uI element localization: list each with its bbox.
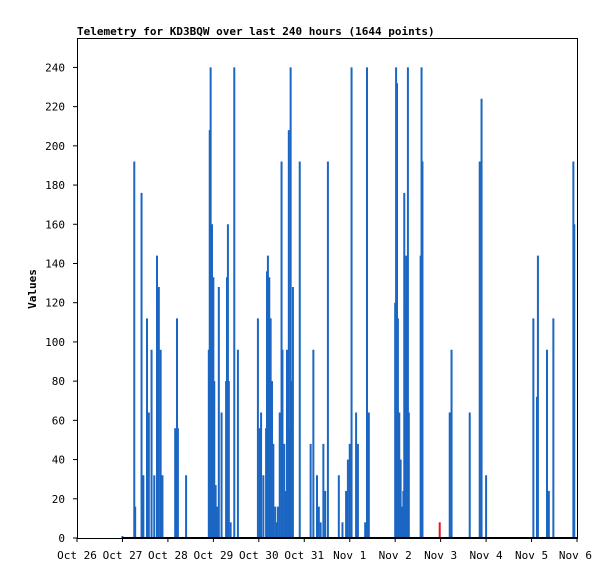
y-tick-label: 100 — [45, 336, 65, 349]
y-axis-ticks: 0 20 40 60 80 100 120 140 160 180 200 220 240 — [45, 61, 77, 545]
x-tick-label: Oct 26 — [57, 549, 97, 562]
x-tick-label: Nov 4 — [470, 549, 503, 562]
x-tick-label: Oct 28 — [148, 549, 188, 562]
x-tick-label: Nov 3 — [424, 549, 457, 562]
y-tick-label: 60 — [52, 414, 65, 427]
y-tick-label: 80 — [52, 375, 65, 388]
y-tick-label: 180 — [45, 179, 65, 192]
data-bars — [121, 67, 576, 538]
x-axis-ticks: Oct 26 Oct 27 Oct 28 Oct 29 Oct 30 Oct 31 Nov … — [57, 538, 592, 562]
x-tick-label: Oct 31 — [284, 549, 324, 562]
y-tick-label: 0 — [58, 532, 65, 545]
y-tick-label: 140 — [45, 257, 65, 270]
x-tick-label: Oct 29 — [193, 549, 233, 562]
y-tick-label: 20 — [52, 493, 65, 506]
x-tick-label: Oct 27 — [103, 549, 143, 562]
y-tick-label: 160 — [45, 218, 65, 231]
x-tick-label: Nov 1 — [333, 549, 366, 562]
y-axis-label: Values — [26, 269, 39, 309]
y-tick-label: 240 — [45, 61, 65, 74]
x-tick-label: Oct 30 — [239, 549, 279, 562]
x-tick-label: Nov 6 — [559, 549, 592, 562]
y-tick-label: 220 — [45, 101, 65, 114]
y-tick-label: 40 — [52, 454, 65, 467]
y-tick-label: 200 — [45, 140, 65, 153]
x-tick-label: Nov 2 — [379, 549, 412, 562]
y-tick-label: 120 — [45, 297, 65, 310]
x-tick-label: Nov 5 — [515, 549, 548, 562]
chart-title: Telemetry for KD3BQW over last 240 hours… — [77, 25, 435, 38]
